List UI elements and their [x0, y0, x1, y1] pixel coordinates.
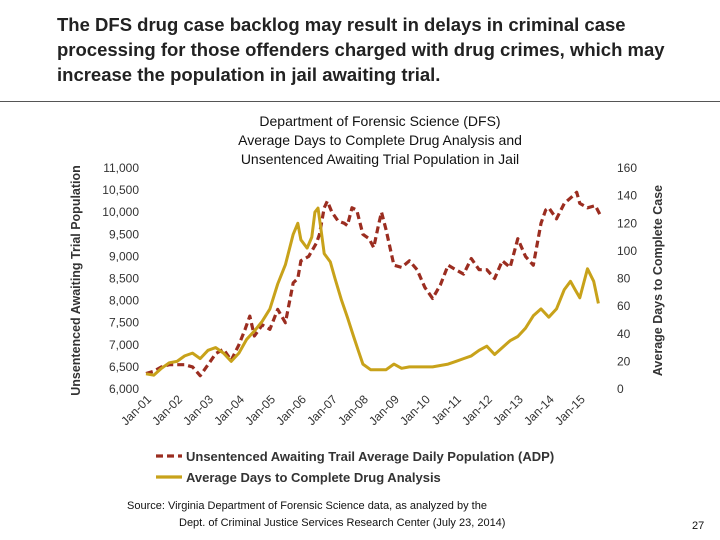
left-axis-tick-label: 9,500	[109, 227, 139, 241]
x-axis-tick-label: Jan-07	[304, 392, 340, 428]
x-axis-tick-label: Jan-01	[118, 392, 154, 428]
x-axis-tick-label: Jan-02	[149, 392, 185, 428]
x-axis-tick-label: Jan-06	[273, 392, 309, 428]
right-axis-tick-label: 20	[617, 354, 631, 368]
x-axis-tick-label: Jan-05	[242, 392, 278, 428]
source-line: Dept. of Criminal Justice Services Resea…	[179, 517, 506, 529]
left-axis-tick-label: 8,500	[109, 272, 139, 286]
right-axis-tick-label: 0	[617, 382, 624, 396]
x-axis-tick-label: Jan-10	[397, 392, 433, 428]
left-axis-tick-label: 8,000	[109, 294, 139, 308]
left-axis-tick-label: 7,000	[109, 338, 139, 352]
left-axis-tick-label: 11,000	[103, 161, 139, 175]
right-axis-tick-label: 140	[617, 189, 637, 203]
right-axis-tick-label: 60	[617, 299, 631, 313]
x-axis-tick-label: Jan-14	[521, 392, 557, 428]
header-divider	[0, 101, 720, 102]
left-axis-tick-label: 9,000	[109, 249, 139, 263]
x-axis-tick-label: Jan-12	[459, 392, 495, 428]
x-axis-tick-label: Jan-13	[490, 392, 526, 428]
right-axis-tick-label: 100	[617, 244, 637, 258]
source-line: Source: Virginia Department of Forensic …	[127, 500, 487, 512]
x-axis-tick-label: Jan-04	[211, 392, 247, 428]
slide-headline: The DFS drug case backlog may result in …	[57, 14, 665, 85]
left-axis-tick-label: 6,000	[109, 382, 139, 396]
right-axis-tick-label: 160	[617, 161, 637, 175]
chart-title-line: Average Days to Complete Drug Analysis a…	[238, 132, 522, 148]
left-axis-tick-label: 10,000	[102, 205, 139, 219]
source-note: Source: Virginia Department of Forensic …	[127, 498, 597, 532]
x-axis-tick-label: Jan-11	[429, 392, 464, 427]
adp-series-line	[145, 190, 602, 378]
x-axis-tick-label: Jan-15	[552, 392, 588, 428]
chart-title: Department of Forensic Science (DFS) Ave…	[180, 112, 580, 169]
left-axis-tick-label: 7,500	[109, 316, 139, 330]
left-axis-title: Unsentenced Awaiting Trial Population	[69, 165, 83, 396]
chart-title-line: Unsentenced Awaiting Trial Population in…	[240, 151, 520, 167]
dual-axis-line-chart: 6,000 6,500 7,000 7,500 8,000 8,500 9,000 9,500…	[69, 161, 665, 485]
x-axis-tick-label: Jan-03	[180, 392, 216, 428]
left-axis-tick-label: 6,500	[109, 360, 139, 374]
analysis-days-series-line	[145, 206, 600, 377]
x-axis-tick-label: Jan-08	[335, 392, 371, 428]
left-axis-tick-label: 10,500	[102, 183, 139, 197]
x-axis-tick-label: Jan-09	[366, 392, 402, 428]
legend-label: Unsentenced Awaiting Trail Average Daily…	[186, 449, 554, 464]
page-number: 27	[692, 520, 705, 532]
right-axis-title: Average Days to Complete Case	[651, 185, 665, 376]
legend-label: Average Days to Complete Drug Analysis	[186, 470, 441, 485]
chart-title-line: Department of Forensic Science (DFS)	[259, 113, 501, 129]
right-axis-tick-label: 40	[617, 327, 631, 341]
right-axis-tick-label: 120	[617, 216, 637, 230]
right-axis-tick-label: 80	[617, 272, 631, 286]
